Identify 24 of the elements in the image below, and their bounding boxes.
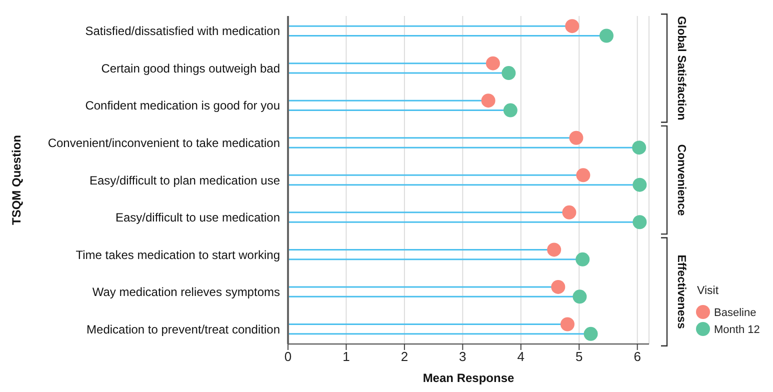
y-tick-label: Easy/difficult to use medication [115, 210, 280, 225]
text: Global Satisfaction [675, 16, 687, 120]
y-tick-label: Confident medication is good for you [85, 98, 280, 113]
y-tick-label: Convenient/inconvenient to take medication [48, 136, 280, 150]
legend-label: Baseline [714, 307, 756, 319]
x-axis-title: Mean Response [422, 371, 515, 385]
y-tick-label: Easy/difficult to plan medication use [89, 173, 280, 188]
y-tick-label: Certain good things outweigh bad [101, 61, 280, 76]
x-tick-label: 0 [284, 349, 292, 364]
x-tick-label: 1 [342, 349, 350, 364]
y-tick-label: Time takes medication to start working [76, 248, 280, 262]
y-tick-label: Satisfied/dissatisfied with medication [85, 24, 280, 38]
text: Convenience [675, 144, 687, 216]
x-tick-label: 4 [517, 349, 525, 364]
text: Effectiveness [675, 254, 687, 329]
x-tick-label: 3 [459, 349, 466, 364]
y-axis-title: TSQM Question [9, 135, 24, 225]
x-tick-label: 6 [634, 349, 641, 364]
y-tick-label: Medication to prevent/treat condition [86, 322, 280, 336]
legend-label: Month 12 [714, 324, 760, 336]
x-tick-label: 5 [576, 349, 583, 364]
legend-title: Visit [697, 285, 720, 297]
x-tick-label: 2 [400, 349, 408, 364]
y-tick-label: Way medication relieves symptoms [92, 285, 280, 300]
